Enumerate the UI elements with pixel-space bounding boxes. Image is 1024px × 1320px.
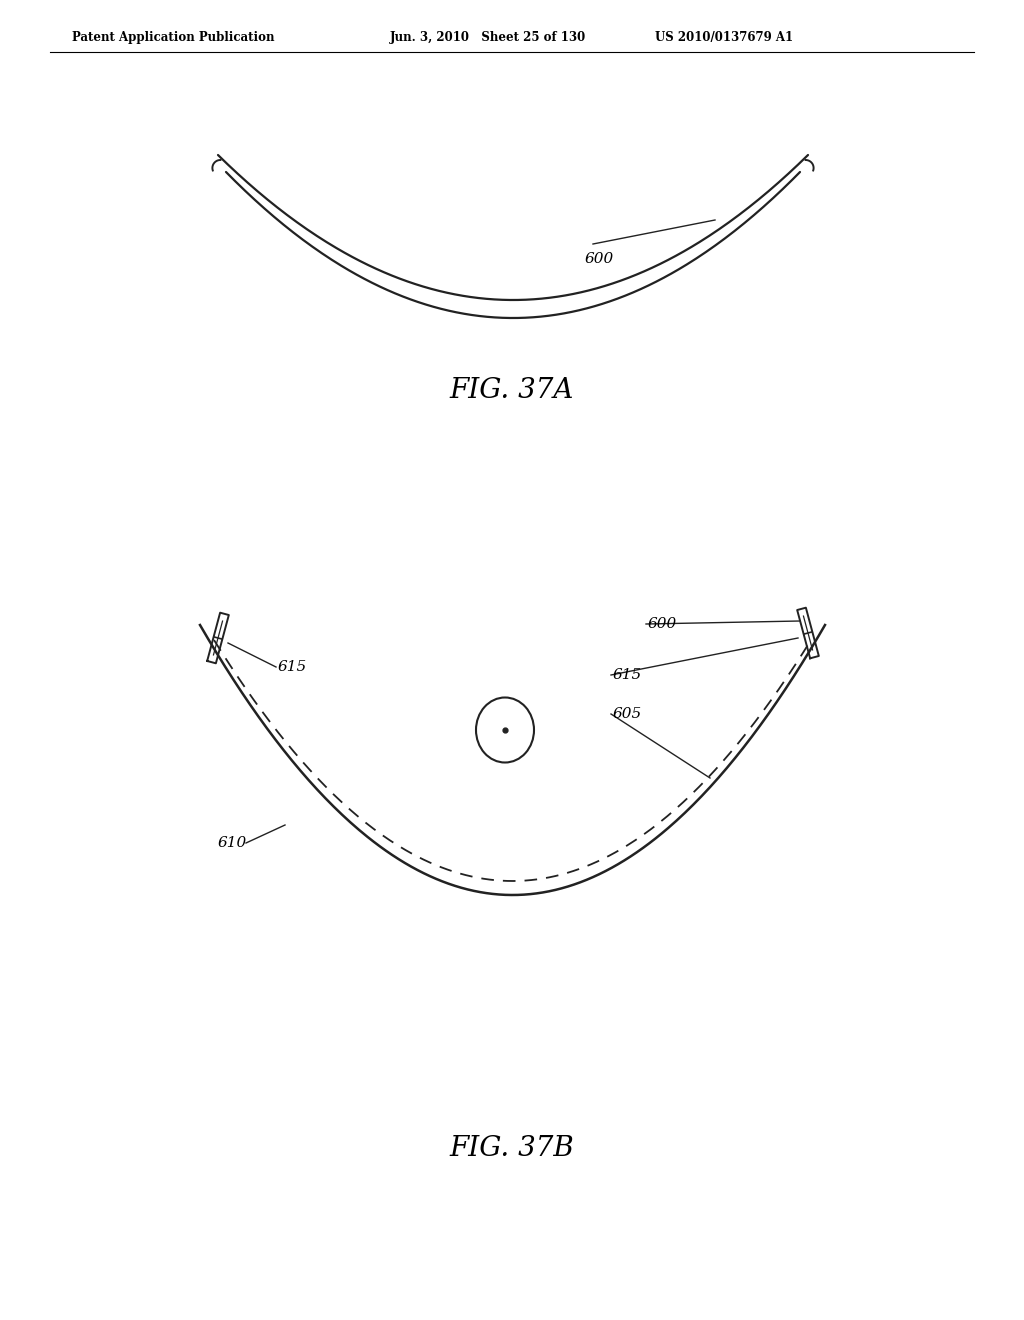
- Text: US 2010/0137679 A1: US 2010/0137679 A1: [655, 30, 794, 44]
- Text: FIG. 37B: FIG. 37B: [450, 1134, 574, 1162]
- Text: 600: 600: [648, 616, 677, 631]
- Text: 615: 615: [613, 668, 642, 682]
- Text: 610: 610: [218, 836, 247, 850]
- Text: 615: 615: [278, 660, 307, 675]
- Text: 605: 605: [613, 708, 642, 721]
- Text: Jun. 3, 2010   Sheet 25 of 130: Jun. 3, 2010 Sheet 25 of 130: [390, 30, 587, 44]
- Text: FIG. 37A: FIG. 37A: [450, 376, 574, 404]
- Text: Patent Application Publication: Patent Application Publication: [72, 30, 274, 44]
- Text: 600: 600: [585, 252, 614, 267]
